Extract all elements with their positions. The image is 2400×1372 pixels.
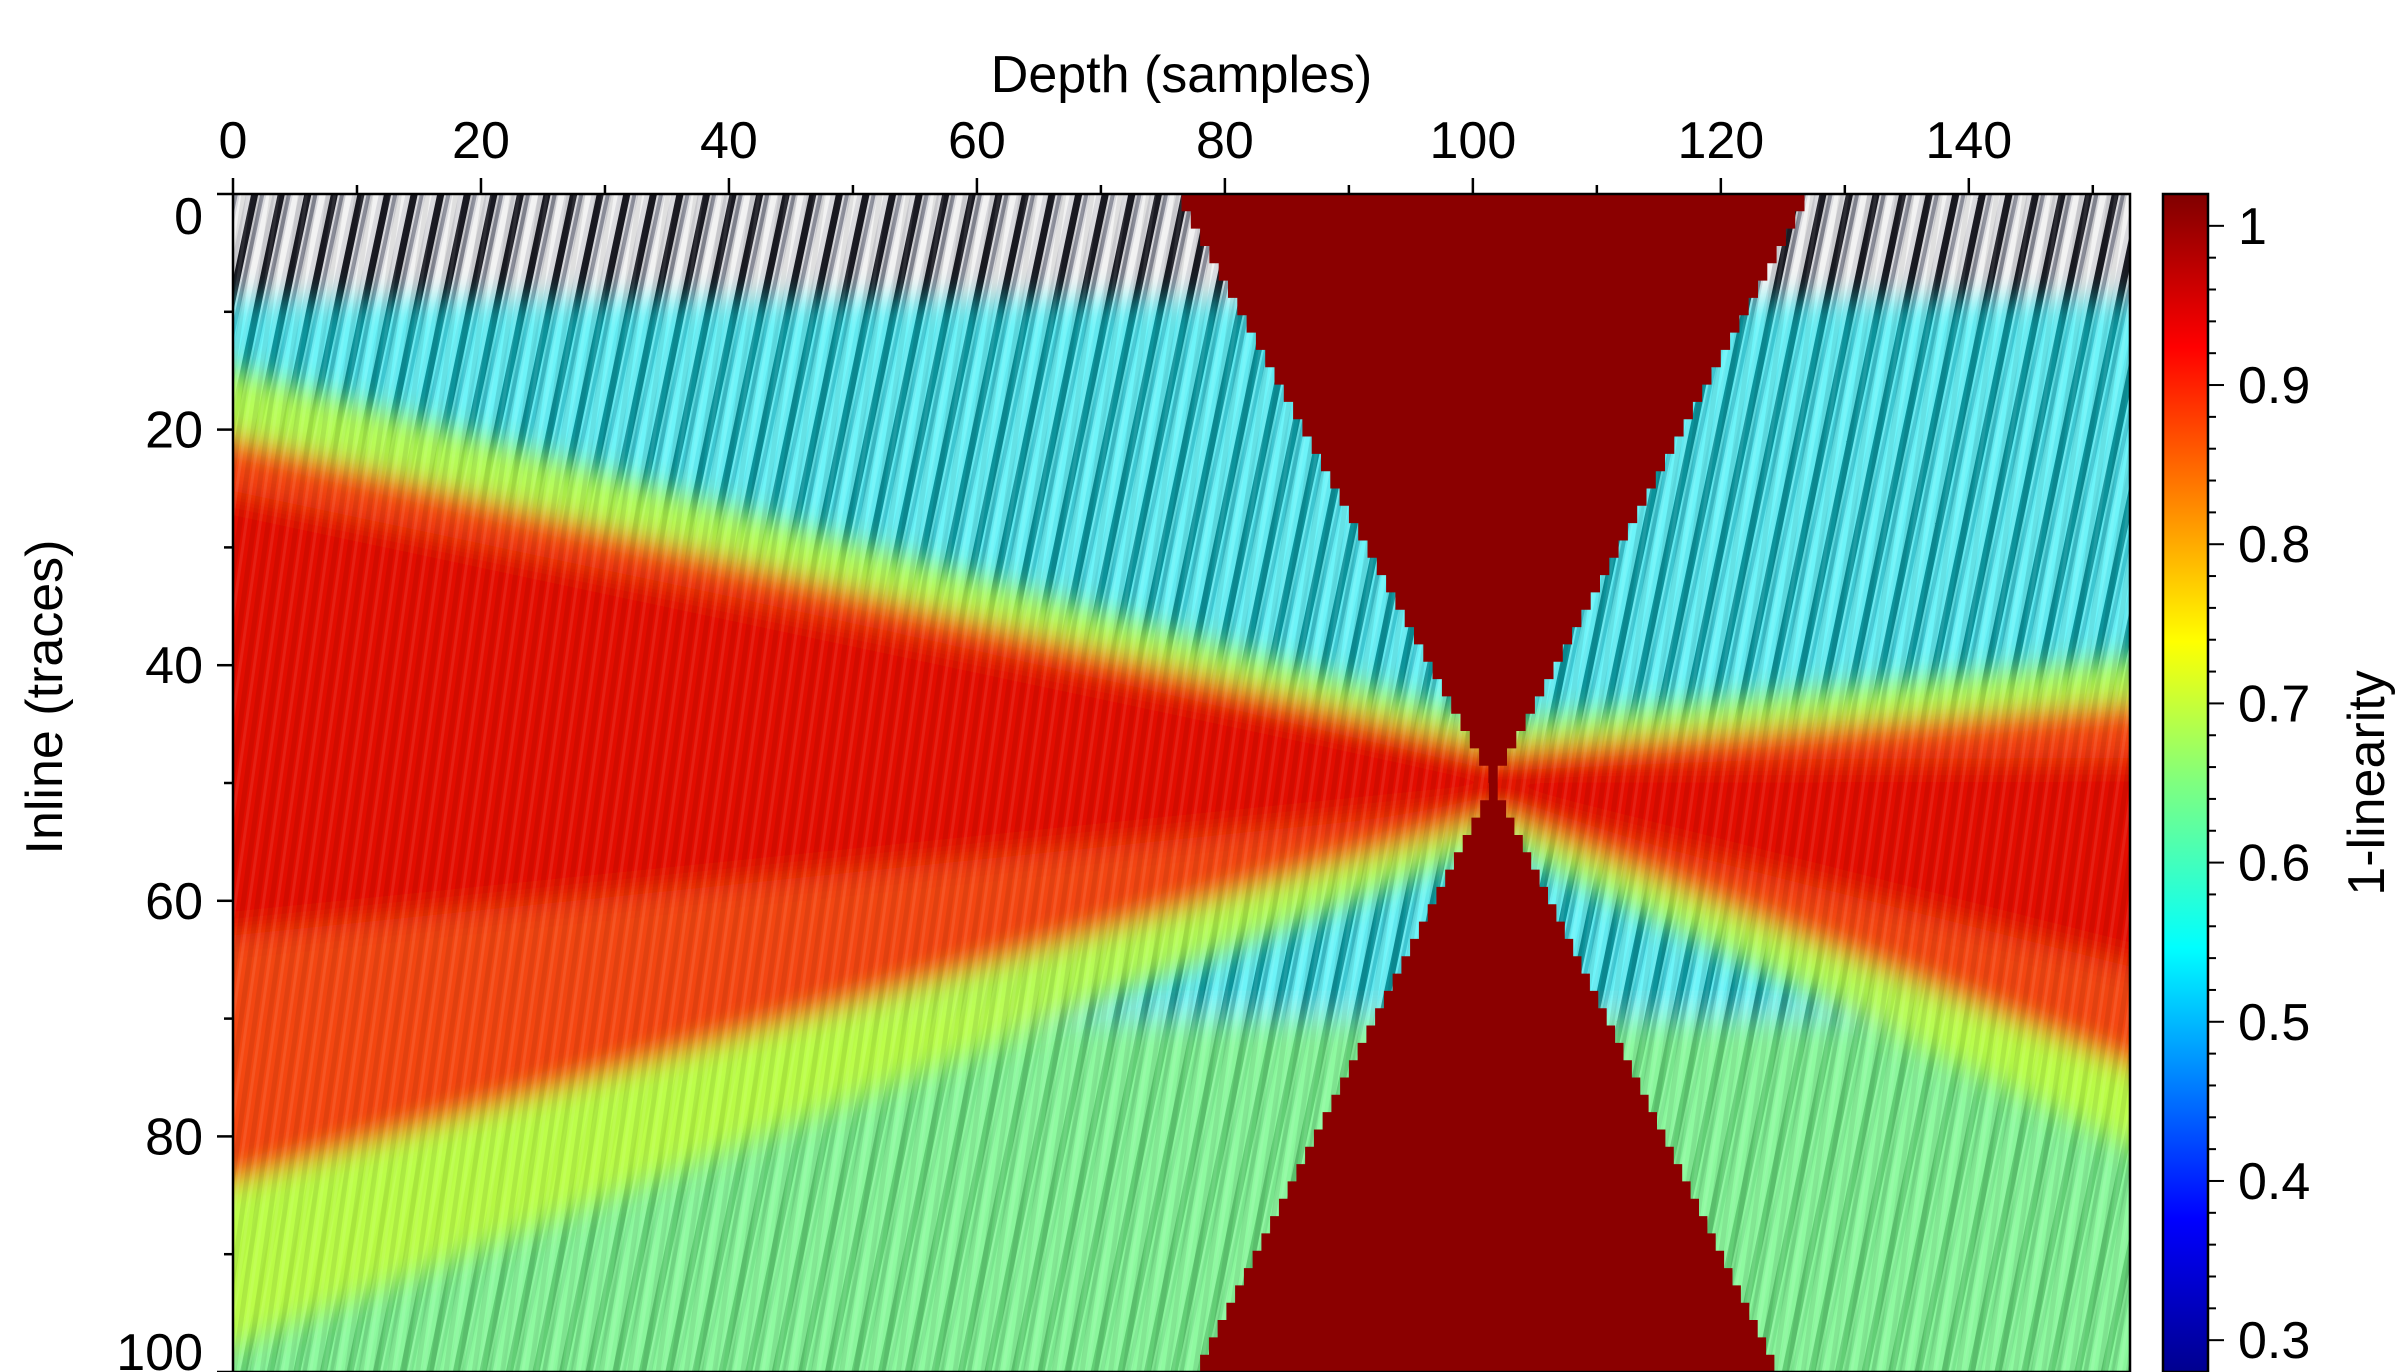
y-tick-label: 20 xyxy=(145,402,203,460)
mask-bottom xyxy=(1200,783,1783,1372)
colorbar-ticks: 0.3 0.4 0.5 0.6 0.7 0.8 0.9 1 xyxy=(2208,198,2310,1370)
x-tick-label: 80 xyxy=(1196,112,1254,170)
ripple-overlay xyxy=(233,194,2130,1372)
colorbar-tick-label: 0.5 xyxy=(2238,994,2310,1052)
plot-area xyxy=(233,194,2130,1372)
mask-top xyxy=(1181,194,1814,783)
y-axis: 0 20 40 60 80 100 xyxy=(116,188,233,1372)
x-tick-label: 60 xyxy=(948,112,1006,170)
colorbar-tick-label: 0.7 xyxy=(2238,675,2310,733)
y-tick-label: 0 xyxy=(174,188,203,246)
y-axis-title: Inline (traces) xyxy=(16,540,74,855)
x-tick-label: 120 xyxy=(1677,112,1764,170)
x-tick-label: 0 xyxy=(219,112,248,170)
colorbar-tick-label: 0.9 xyxy=(2238,357,2310,415)
x-tick-label: 40 xyxy=(700,112,758,170)
colorbar-tick-label: 0.6 xyxy=(2238,835,2310,893)
x-tick-label: 20 xyxy=(452,112,510,170)
x-axis-title: Depth (samples) xyxy=(991,46,1372,104)
y-tick-label: 40 xyxy=(145,637,203,695)
colorbar-label: 1-linearity xyxy=(2338,670,2396,895)
x-axis: 0 20 40 60 80 100 120 140 xyxy=(219,112,2095,194)
colorbar-tick-label: 1 xyxy=(2238,198,2267,256)
x-tick-label: 100 xyxy=(1429,112,1516,170)
y-tick-label: 60 xyxy=(145,873,203,931)
colorbar-tick-label: 0.4 xyxy=(2238,1153,2310,1211)
y-tick-label: 80 xyxy=(145,1108,203,1166)
colorbar-bar xyxy=(2161,192,2210,1372)
colorbar-tick-label: 0.3 xyxy=(2238,1312,2310,1370)
x-tick-label: 140 xyxy=(1925,112,2012,170)
masked-hourglass xyxy=(1181,194,1814,1372)
colorbar-tick-label: 0.8 xyxy=(2238,516,2310,574)
colorbar: 0.3 0.4 0.5 0.6 0.7 0.8 0.9 1 1-linearity xyxy=(2161,192,2396,1372)
y-tick-label: 100 xyxy=(116,1324,203,1372)
